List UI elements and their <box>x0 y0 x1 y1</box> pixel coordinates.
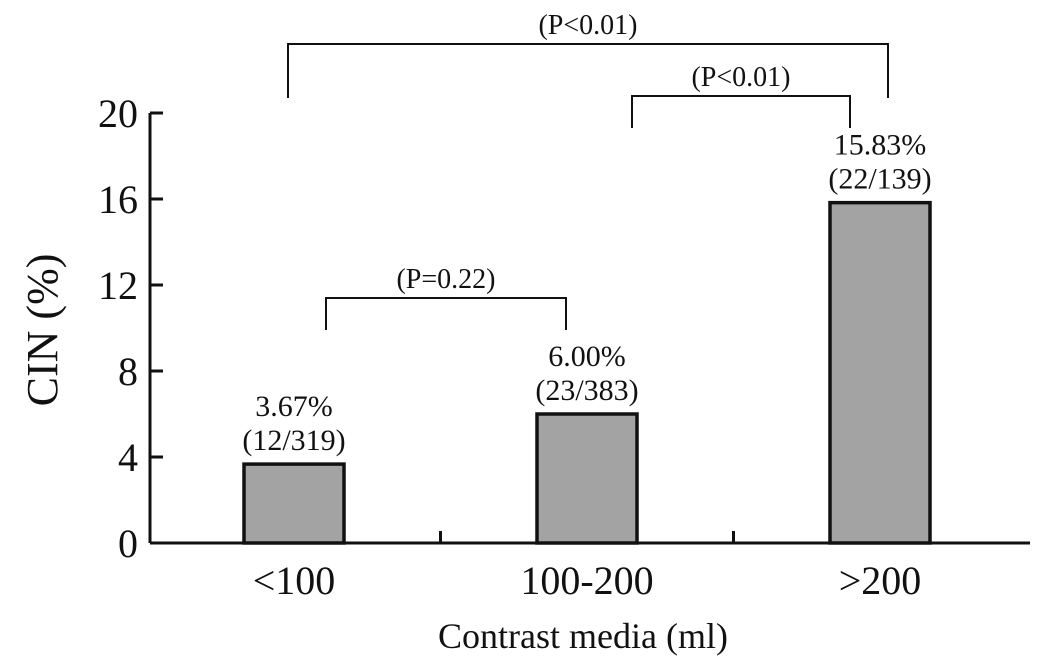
x-tick-label: 100-200 <box>520 558 653 603</box>
bar-count-label: (23/383) <box>535 374 638 407</box>
bar <box>828 200 932 545</box>
p-value-label: (P<0.01) <box>538 10 637 41</box>
bar-count-label: (12/319) <box>242 424 345 457</box>
p-value-label: (P<0.01) <box>691 62 790 93</box>
significance-bracket <box>631 95 851 128</box>
bar-value-label: 15.83% <box>834 129 927 162</box>
x-tick-label: >200 <box>839 558 922 603</box>
y-tick-label: 12 <box>98 263 138 308</box>
bar <box>535 412 639 545</box>
y-tick-label: 0 <box>118 521 138 566</box>
x-tick-label: <100 <box>253 558 336 603</box>
x-axis-label: Contrast media (ml) <box>438 616 728 656</box>
y-tick-label: 8 <box>118 349 138 394</box>
bar-count-label: (22/139) <box>828 163 931 196</box>
y-tick-label: 20 <box>98 91 138 136</box>
significance-bracket <box>325 297 567 330</box>
p-value-label: (P=0.22) <box>396 264 495 295</box>
y-tick-label: 16 <box>98 177 138 222</box>
significance-bracket <box>287 43 889 98</box>
bar <box>242 462 346 545</box>
plot-area: 0 4 8 12 16 20 3.67%(12/319) <100 6.00%(23/383) 1… <box>98 10 1030 603</box>
y-axis-label: CIN (%) <box>18 254 67 407</box>
y-tick-label: 4 <box>118 435 138 480</box>
bar-value-label: 6.00% <box>548 340 626 373</box>
bar-value-label: 3.67% <box>255 390 333 423</box>
